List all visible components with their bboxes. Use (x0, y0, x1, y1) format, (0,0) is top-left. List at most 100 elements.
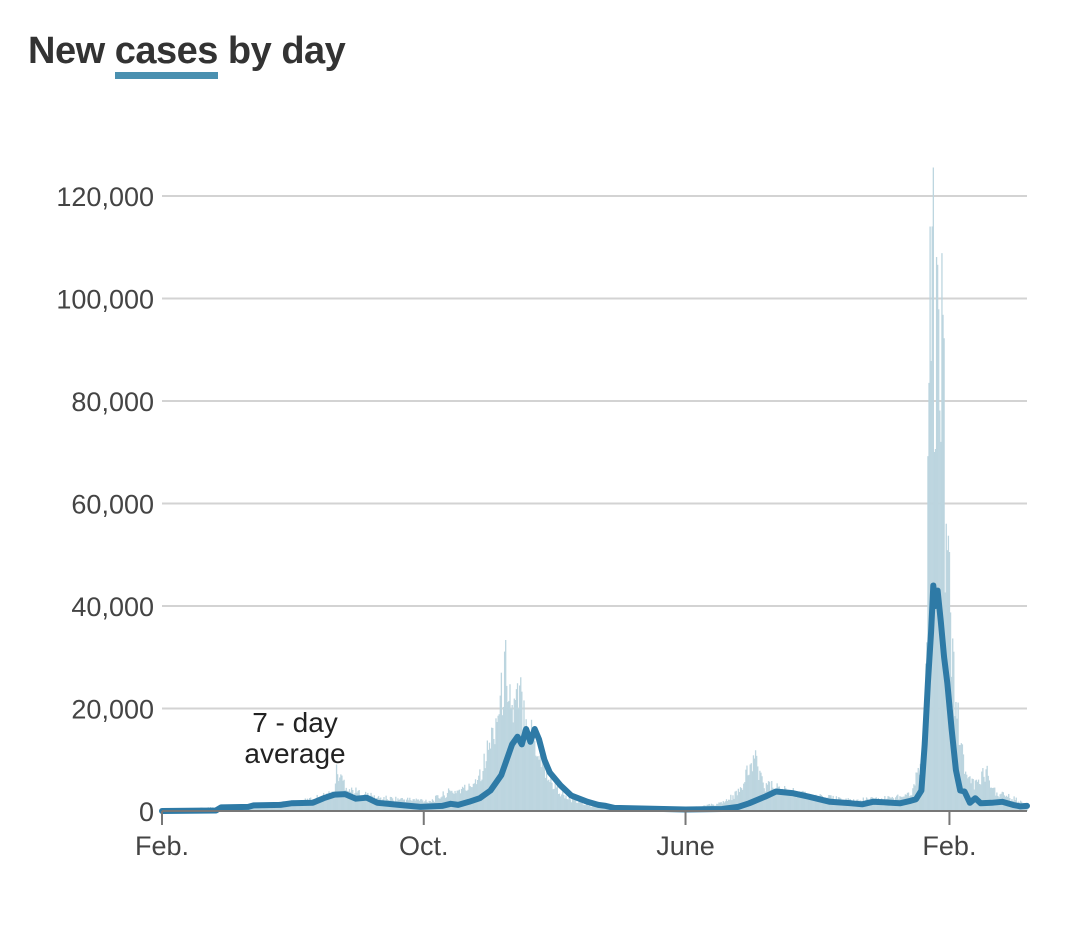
daily-bar (524, 736, 526, 811)
daily-bar (917, 767, 919, 811)
daily-bar (760, 772, 762, 811)
daily-bar (792, 788, 794, 811)
daily-bar (294, 804, 297, 811)
daily-bar (776, 783, 778, 811)
daily-bar (927, 456, 929, 811)
daily-bar (942, 314, 944, 811)
daily-bar (362, 796, 365, 811)
daily-bar (562, 791, 564, 811)
daily-bar (494, 744, 496, 811)
daily-bar (565, 795, 567, 811)
daily-bar (987, 775, 989, 811)
daily-bar (761, 776, 763, 811)
daily-bar (555, 787, 557, 811)
daily-bar (605, 807, 607, 811)
daily-bar (971, 778, 973, 811)
daily-bar (850, 801, 853, 811)
daily-bar (563, 794, 565, 811)
daily-bar (957, 702, 959, 811)
daily-bar (812, 794, 814, 811)
daily-bar (293, 804, 296, 811)
daily-bar (526, 737, 528, 811)
daily-bar (745, 769, 747, 811)
daily-bar (801, 791, 803, 811)
daily-bar (824, 797, 827, 811)
daily-bar (299, 803, 301, 811)
daily-bar (568, 796, 570, 811)
daily-bar (331, 791, 333, 811)
daily-bar (577, 802, 579, 811)
daily-bar (799, 791, 801, 811)
daily-bar (543, 766, 546, 811)
daily-bar (488, 742, 491, 811)
daily-bar (773, 791, 775, 811)
daily-bar (538, 759, 540, 811)
y-tick-label: 100,000 (56, 285, 154, 315)
daily-bar (807, 794, 810, 811)
daily-bar (788, 791, 790, 811)
y-tick-label: 20,000 (71, 695, 154, 725)
daily-bar (778, 786, 780, 811)
daily-bar (725, 799, 728, 811)
daily-bar (774, 790, 776, 811)
daily-bar (530, 719, 533, 811)
daily-bar (750, 763, 752, 811)
x-tick-label: June (656, 831, 715, 861)
daily-bar (483, 753, 485, 811)
daily-bar (979, 783, 981, 811)
daily-bar (330, 794, 332, 811)
daily-bar (447, 788, 450, 811)
daily-bar (749, 764, 751, 811)
daily-bar (587, 805, 590, 811)
daily-bar (344, 790, 346, 811)
daily-bar (333, 796, 336, 811)
y-tick-label: 80,000 (71, 387, 154, 417)
daily-bar (361, 797, 364, 811)
daily-bar (764, 791, 766, 811)
daily-bar (740, 788, 743, 811)
daily-bar (547, 780, 549, 811)
daily-bar (738, 791, 741, 811)
daily-bar (324, 799, 326, 811)
title-prefix: New (28, 30, 115, 72)
daily-bar (359, 797, 361, 811)
daily-bar (478, 775, 480, 811)
daily-bar (592, 805, 594, 811)
daily-bar (449, 790, 451, 811)
daily-bar (746, 765, 748, 811)
daily-bar (988, 780, 990, 811)
y-tick-label: 0 (139, 797, 154, 827)
daily-bar (972, 779, 974, 811)
daily-bar (826, 798, 828, 811)
daily-bar (317, 798, 319, 811)
daily-bar (354, 793, 356, 811)
daily-bar (287, 804, 289, 811)
daily-bar (804, 791, 806, 811)
daily-bar (521, 691, 523, 811)
daily-bar (590, 806, 592, 811)
daily-bar (878, 799, 881, 811)
daily-bar (603, 806, 605, 811)
daily-bar (820, 794, 822, 811)
daily-bar (523, 700, 525, 811)
daily-bar (484, 768, 486, 811)
daily-bar (969, 776, 971, 811)
daily-bar (986, 765, 988, 811)
daily-bar (798, 793, 800, 811)
daily-bar (545, 767, 548, 811)
daily-bar (346, 790, 348, 811)
daily-bar (758, 780, 760, 811)
daily-bar (938, 309, 940, 811)
daily-bar (770, 790, 772, 811)
daily-bar (795, 797, 798, 811)
daily-bar (347, 791, 350, 811)
daily-bar (803, 791, 805, 811)
daily-bar (591, 806, 593, 811)
daily-bar (793, 790, 796, 811)
daily-bar (482, 771, 484, 811)
daily-bar (817, 796, 819, 811)
daily-bar (311, 800, 313, 811)
x-axis-labels: Feb. Oct. June Feb. (135, 831, 976, 861)
daily-bar (739, 787, 742, 811)
